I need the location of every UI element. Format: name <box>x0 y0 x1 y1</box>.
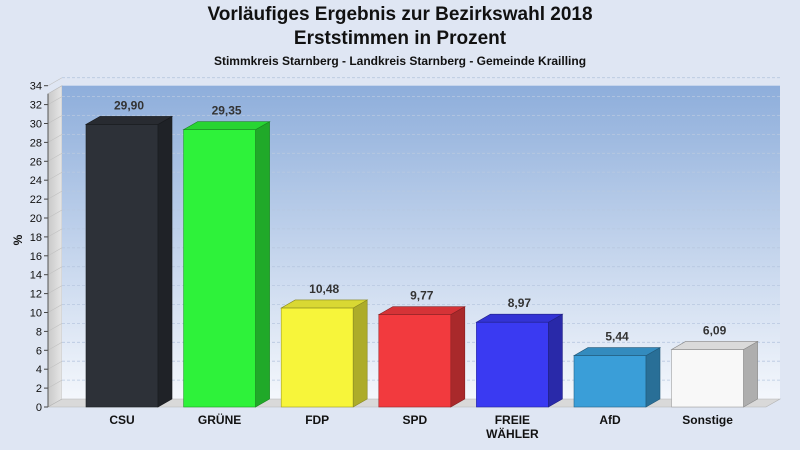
bar-sonstige <box>670 340 759 408</box>
gridline-wall <box>47 379 63 389</box>
bar-top <box>475 313 564 323</box>
y-tick-label: 20 <box>30 213 42 225</box>
gridline-wall <box>47 304 63 313</box>
bar-front <box>378 314 452 408</box>
gridline-wall <box>47 285 63 294</box>
y-tick-label: 34 <box>30 81 42 93</box>
x-category-label: CSU <box>109 413 134 427</box>
bar-value-label: 10,48 <box>309 282 339 296</box>
gridline-wall <box>47 209 63 219</box>
bar-top <box>84 116 174 125</box>
x-category-label: Sonstige <box>682 413 733 427</box>
y-tick-label: 8 <box>36 326 42 338</box>
bar-grüne <box>182 121 271 408</box>
bar-value-label: 6,09 <box>703 323 727 337</box>
gridline-wall <box>47 190 63 200</box>
x-category-label: WÄHLER <box>486 426 539 441</box>
plot-side-wall <box>47 85 63 408</box>
bar-top <box>670 341 759 350</box>
bar-side <box>157 115 173 408</box>
bar-side <box>645 347 661 408</box>
chart-title: Vorläufiges Ergebnis zur Bezirkswahl 201… <box>207 4 593 25</box>
gridline-wall <box>47 115 63 124</box>
gridline-wall <box>47 360 63 370</box>
bar-side <box>743 340 758 408</box>
y-tick-label: 10 <box>30 308 42 320</box>
bar-front <box>476 321 549 408</box>
bar-side <box>352 299 368 408</box>
y-tick-label: 12 <box>30 289 42 301</box>
bar-value-label: 9,77 <box>410 289 434 303</box>
gridline-wall <box>47 171 63 181</box>
gridline-wall <box>47 323 63 332</box>
x-category-label: AfD <box>599 413 621 427</box>
x-category-label: FDP <box>305 413 329 427</box>
y-tick-label: 28 <box>30 137 42 149</box>
bar-side <box>450 306 466 408</box>
gridline-wall <box>47 266 63 275</box>
y-tick-label: 2 <box>36 383 42 395</box>
bar-top <box>182 121 271 130</box>
y-tick-label: 6 <box>36 345 42 357</box>
y-tick-label: 18 <box>30 232 42 244</box>
y-tick-label: 30 <box>30 119 42 131</box>
gridline-wall <box>47 153 63 162</box>
y-tick-label: 4 <box>36 364 42 376</box>
y-tick-label: 16 <box>30 251 42 263</box>
bar-top <box>572 347 662 356</box>
x-category-label: FREIE <box>495 413 530 427</box>
chart-title-line-2: Erststimmen in Prozent <box>293 28 507 49</box>
x-category-label: GRÜNE <box>198 412 241 427</box>
chart-subtitle: Stimmkreis Starnberg - Landkreis Starnbe… <box>213 54 587 68</box>
gridline-wall <box>47 134 63 143</box>
bar-csu <box>84 115 174 408</box>
x-category-label: SPD <box>402 413 427 427</box>
bar-fdp <box>280 299 369 408</box>
bar-freie-wähler <box>475 313 564 408</box>
bar-front <box>280 307 354 408</box>
bar-top <box>377 306 466 315</box>
gridline-wall <box>47 342 63 351</box>
gridline-wall <box>47 228 63 238</box>
gridline-wall <box>47 96 63 105</box>
bar-front <box>85 124 159 408</box>
bar-front <box>671 349 744 408</box>
y-tick-label: 26 <box>30 156 42 168</box>
bar-side <box>548 313 563 408</box>
y-tick-label: 24 <box>30 175 42 187</box>
y-tick-label: 32 <box>30 100 42 112</box>
bar-top <box>280 299 369 309</box>
y-axis-title: % <box>11 234 25 245</box>
y-tick-label: 22 <box>30 194 42 206</box>
bar-value-label: 29,35 <box>212 104 242 118</box>
y-tick-label: 0 <box>36 402 42 414</box>
bar-side <box>255 121 270 408</box>
bar-front <box>183 129 256 408</box>
bar-value-label: 8,97 <box>508 296 532 310</box>
bar-value-label: 29,90 <box>114 98 144 112</box>
bar-afd <box>572 347 662 408</box>
bar-value-label: 5,44 <box>605 330 629 344</box>
gridline-wall <box>47 247 63 257</box>
bar-spd <box>377 306 466 408</box>
bar-front <box>573 355 647 408</box>
y-tick-label: 14 <box>30 270 42 282</box>
gridline-wall <box>47 77 63 86</box>
